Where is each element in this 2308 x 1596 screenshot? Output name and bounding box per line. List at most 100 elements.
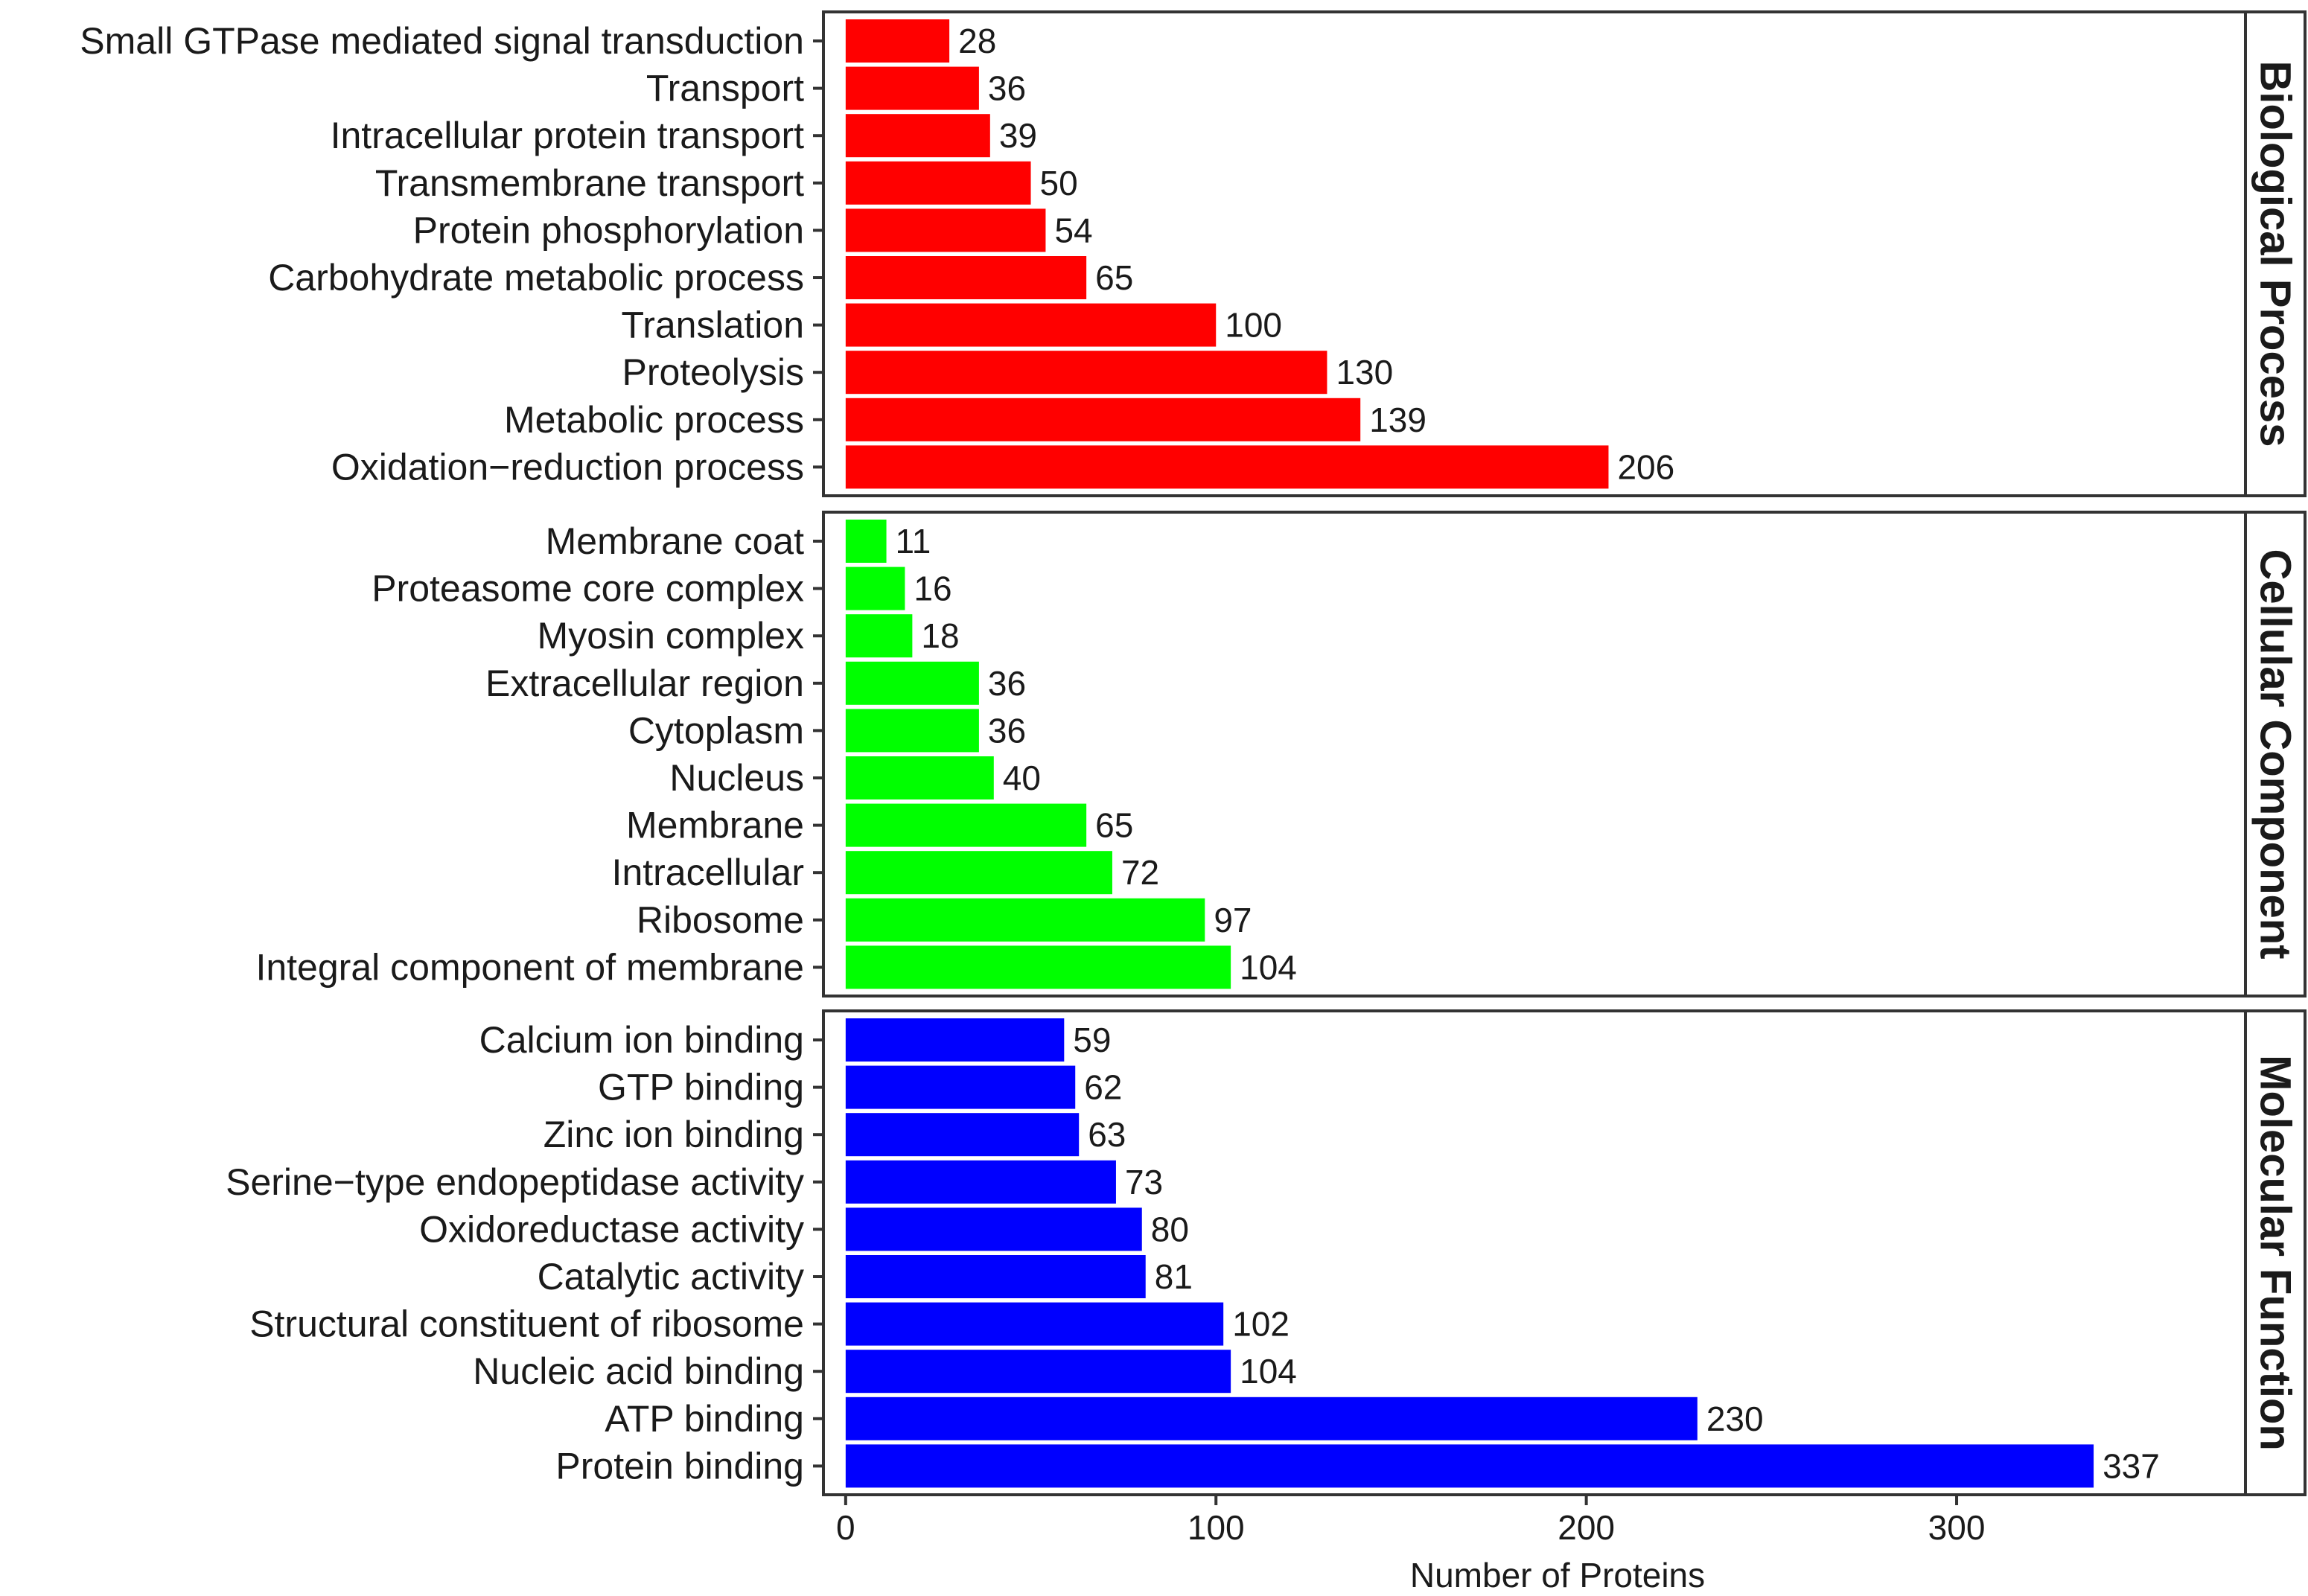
value-label-molecular-function-2: 62 [1084,1068,1122,1107]
value-label-cellular-component-8: 72 [1121,853,1159,892]
value-label-cellular-component-3: 18 [921,616,959,655]
value-label-cellular-component-10: 104 [1240,948,1297,986]
category-label-biological-process-10: Oxidation−reduction process [331,446,804,488]
category-label-cellular-component-6: Nucleus [669,757,804,799]
bar-molecular-function-9 [845,1396,1697,1440]
category-label-biological-process-8: Proteolysis [622,351,804,393]
value-label-molecular-function-4: 73 [1125,1163,1163,1201]
bar-cellular-component-6 [845,756,994,799]
x-tick-label-300: 300 [1928,1508,1986,1547]
value-label-biological-process-5: 54 [1054,211,1092,249]
value-label-biological-process-7: 100 [1225,306,1282,345]
value-label-biological-process-8: 130 [1336,353,1393,392]
bar-cellular-component-9 [845,898,1205,942]
bar-molecular-function-5 [845,1207,1142,1251]
category-label-molecular-function-2: GTP binding [598,1067,804,1108]
x-tick-label-100: 100 [1188,1508,1245,1547]
value-label-biological-process-9: 139 [1369,400,1426,439]
bar-cellular-component-10 [845,945,1231,989]
category-label-cellular-component-10: Integral component of membrane [255,946,804,988]
value-label-biological-process-3: 39 [999,116,1037,155]
category-label-cellular-component-2: Proteasome core complex [372,568,804,610]
value-label-cellular-component-1: 11 [896,522,931,561]
strip-frame-molecular-function [2244,1009,2307,1496]
panel-cellular-component: 11 Membrane coat 16 Proteasome core complex… [255,511,2307,998]
category-label-cellular-component-9: Ribosome [637,899,804,941]
category-label-biological-process-2: Transport [646,68,804,109]
bar-biological-process-2 [845,66,979,110]
bar-molecular-function-8 [845,1350,1231,1394]
strip-label-biological-process: Biological Process [2251,61,2300,447]
category-label-molecular-function-5: Oxidoreductase activity [419,1208,804,1250]
value-label-biological-process-2: 36 [988,69,1026,108]
panel-biological-process: 28 Small GTPase mediated signal transduct… [80,10,2307,497]
bar-cellular-component-4 [845,661,979,705]
category-label-molecular-function-10: Protein binding [555,1445,804,1487]
category-label-biological-process-5: Protein phosphorylation [413,209,804,251]
x-axis: 0 100 200 300 [836,1495,1985,1547]
bar-molecular-function-10 [845,1444,2094,1488]
strip-label-molecular-function: Molecular Function [2251,1055,2300,1451]
bar-biological-process-10 [845,445,1609,489]
category-label-cellular-component-5: Cytoplasm [628,709,804,751]
value-label-molecular-function-6: 81 [1155,1257,1193,1296]
category-label-cellular-component-8: Intracellular [612,852,804,893]
value-label-cellular-component-5: 36 [988,711,1026,750]
panel-molecular-function: 59 Calcium ion binding 62 GTP binding 63 Zinc… [226,1009,2307,1496]
bar-molecular-function-3 [845,1113,1080,1157]
value-label-molecular-function-8: 104 [1240,1352,1297,1391]
bar-molecular-function-7 [845,1302,1224,1346]
value-label-molecular-function-9: 230 [1706,1399,1764,1438]
category-label-molecular-function-7: Structural constituent of ribosome [249,1303,804,1345]
bar-biological-process-6 [845,256,1087,299]
bar-biological-process-8 [845,351,1327,395]
panels: 28 Small GTPase mediated signal transduct… [80,10,2307,1496]
value-label-cellular-component-7: 65 [1095,806,1133,845]
strip-frame-biological-process [2244,10,2307,497]
value-label-biological-process-1: 28 [958,22,996,60]
bar-cellular-component-2 [845,566,905,610]
category-label-molecular-function-8: Nucleic acid binding [473,1350,804,1392]
bar-molecular-function-4 [845,1160,1116,1204]
strip-label-cellular-component: Cellular Component [2251,549,2300,959]
x-tick-label-0: 0 [836,1508,855,1547]
bar-molecular-function-6 [845,1255,1146,1298]
bar-cellular-component-7 [845,803,1087,847]
category-label-biological-process-3: Intracellular protein transport [331,115,805,156]
x-tick-label-200: 200 [1558,1508,1615,1547]
value-label-cellular-component-4: 36 [988,664,1026,703]
category-label-cellular-component-4: Extracellular region [485,663,804,704]
bar-cellular-component-5 [845,709,979,753]
bar-biological-process-4 [845,161,1031,205]
bar-biological-process-1 [845,19,950,63]
strip-frame-cellular-component [2244,511,2307,998]
category-label-molecular-function-3: Zinc ion binding [543,1114,804,1155]
category-label-biological-process-4: Transmembrane transport [375,162,804,204]
value-label-molecular-function-3: 63 [1088,1115,1126,1154]
value-label-biological-process-10: 206 [1617,447,1674,486]
value-label-cellular-component-6: 40 [1003,759,1041,797]
value-label-biological-process-4: 50 [1040,164,1078,202]
bar-biological-process-7 [845,303,1217,347]
category-label-cellular-component-3: Myosin complex [538,615,804,657]
category-label-cellular-component-1: Membrane coat [546,520,804,562]
value-label-cellular-component-2: 16 [914,569,951,608]
value-label-molecular-function-10: 337 [2103,1446,2160,1485]
category-label-biological-process-7: Translation [622,304,804,346]
bar-biological-process-5 [845,208,1046,252]
bar-cellular-component-8 [845,851,1112,895]
value-label-molecular-function-7: 102 [1232,1305,1290,1344]
bar-cellular-component-3 [845,614,913,658]
category-label-biological-process-1: Small GTPase mediated signal transductio… [80,20,804,62]
bar-molecular-function-1 [845,1018,1065,1062]
bar-biological-process-9 [845,398,1361,441]
bar-biological-process-3 [845,114,990,158]
category-label-biological-process-9: Metabolic process [504,399,804,441]
category-label-molecular-function-4: Serine−type endopeptidase activity [226,1161,804,1203]
value-label-molecular-function-1: 59 [1073,1021,1111,1059]
category-label-molecular-function-6: Catalytic activity [538,1256,804,1297]
value-label-cellular-component-9: 97 [1214,901,1252,939]
value-label-biological-process-6: 65 [1095,258,1133,297]
category-label-cellular-component-7: Membrane [626,805,804,846]
